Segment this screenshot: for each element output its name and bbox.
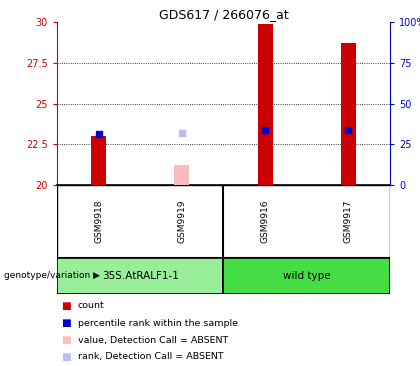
Text: ■: ■ <box>61 335 71 345</box>
Text: count: count <box>78 302 105 310</box>
Text: genotype/variation ▶: genotype/variation ▶ <box>4 272 100 280</box>
Text: ■: ■ <box>61 301 71 311</box>
Text: ■: ■ <box>61 318 71 328</box>
Bar <box>341 43 356 185</box>
Bar <box>223 258 390 294</box>
Text: GSM9919: GSM9919 <box>177 200 186 243</box>
Title: GDS617 / 266076_at: GDS617 / 266076_at <box>159 8 289 21</box>
Text: percentile rank within the sample: percentile rank within the sample <box>78 318 238 328</box>
Text: GSM9917: GSM9917 <box>344 200 353 243</box>
Text: wild type: wild type <box>283 271 331 281</box>
Text: ■: ■ <box>61 352 71 362</box>
Text: rank, Detection Call = ABSENT: rank, Detection Call = ABSENT <box>78 352 223 362</box>
Text: value, Detection Call = ABSENT: value, Detection Call = ABSENT <box>78 336 228 344</box>
Text: GSM9918: GSM9918 <box>94 200 103 243</box>
Text: GSM9916: GSM9916 <box>261 200 270 243</box>
Bar <box>57 258 223 294</box>
Bar <box>257 24 273 185</box>
Bar <box>174 165 189 185</box>
Bar <box>91 136 106 185</box>
Text: 35S.AtRALF1-1: 35S.AtRALF1-1 <box>102 271 178 281</box>
